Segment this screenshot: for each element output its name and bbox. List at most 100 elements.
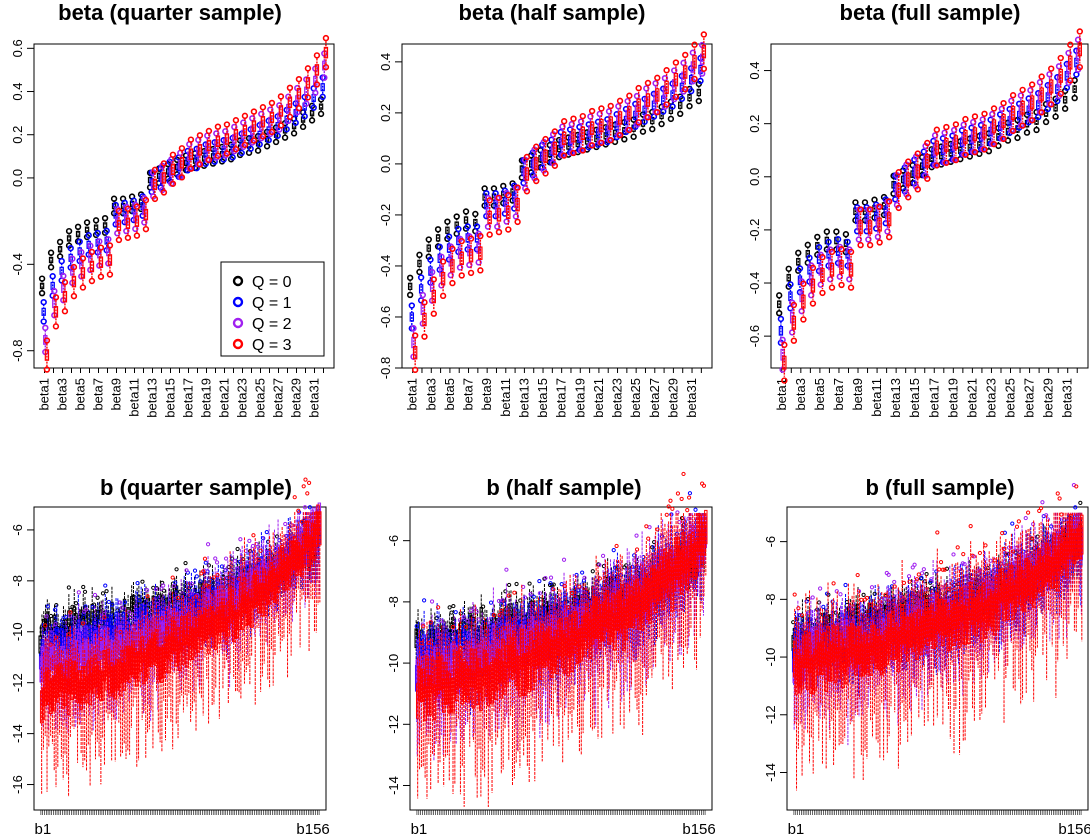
box [161, 644, 166, 679]
box [134, 215, 140, 227]
box [583, 613, 587, 657]
box [466, 668, 470, 703]
box [63, 677, 67, 707]
x-tick-label: beta7 [461, 378, 476, 411]
box [538, 645, 543, 680]
outlier-point [43, 366, 51, 373]
x-tick-label: beta19 [945, 378, 960, 418]
box [653, 569, 658, 614]
box [305, 77, 311, 89]
outlier-point [630, 133, 637, 140]
y-tick-label: -0.2 [747, 219, 762, 241]
box [547, 626, 552, 670]
box [642, 577, 647, 613]
outlier-point [543, 576, 548, 581]
outlier-point [65, 227, 73, 235]
outlier-point [675, 491, 681, 496]
box [663, 548, 667, 589]
box [571, 129, 576, 143]
outlier-point [795, 249, 802, 257]
outlier-point [639, 128, 647, 135]
box [199, 615, 204, 650]
outlier-point [70, 263, 78, 271]
outlier-point [634, 547, 640, 552]
box [224, 616, 229, 645]
outlier-point [1048, 101, 1055, 108]
box [47, 669, 51, 706]
outlier-point [775, 309, 783, 317]
outlier-point [1033, 126, 1040, 134]
outlier-point [215, 573, 220, 578]
box [434, 659, 438, 697]
box [93, 654, 98, 688]
outlier-point [151, 166, 159, 174]
box [791, 315, 797, 330]
box [68, 659, 73, 695]
outlier-point [47, 249, 55, 256]
box [230, 589, 234, 620]
box [601, 601, 606, 641]
box [867, 220, 873, 235]
box [696, 88, 702, 97]
y-tick-label: -6 [763, 536, 778, 548]
panel-title-beta-quarter: beta (quarter sample) [58, 0, 282, 25]
outlier-point [58, 257, 65, 265]
outlier-point [85, 232, 92, 239]
box [487, 210, 492, 225]
outlier-point [616, 131, 624, 139]
outlier-point [846, 276, 853, 283]
outlier-point [236, 576, 242, 581]
box [655, 88, 660, 102]
box [440, 655, 444, 690]
box [423, 685, 427, 722]
box [316, 504, 320, 536]
box [468, 665, 472, 701]
outlier-point [80, 621, 86, 626]
outlier-point [504, 567, 509, 572]
outlier-point [616, 97, 624, 105]
box [192, 617, 196, 649]
box [447, 672, 451, 714]
box [473, 648, 478, 690]
box [624, 598, 628, 641]
box [527, 652, 531, 693]
y-tick-label: -0.6 [378, 306, 393, 328]
outlier-point [299, 123, 307, 131]
outlier-point [981, 146, 988, 153]
box [445, 671, 450, 704]
outlier-point [247, 538, 252, 543]
outlier-point [677, 110, 684, 118]
outlier-point [1052, 113, 1059, 120]
outlier-point [76, 590, 81, 595]
box [255, 574, 259, 606]
box [45, 667, 49, 703]
outlier-point [295, 104, 303, 112]
outlier-point [635, 119, 642, 126]
outlier-point [827, 276, 834, 283]
outlier-point [63, 614, 68, 619]
box [540, 623, 544, 666]
box [307, 534, 311, 572]
outlier-point [235, 546, 240, 552]
outlier-point [48, 613, 54, 619]
x-tick-label: beta11 [127, 378, 142, 417]
panel-title-b-quarter: b (quarter sample) [100, 475, 292, 500]
box [174, 637, 178, 667]
x-tick-label: beta7 [831, 378, 846, 411]
box [414, 628, 418, 649]
y-tick-label: 0.4 [10, 82, 25, 100]
x-tick-label-last: b156 [296, 821, 329, 838]
panel-b-full: -14-12-10-8-6b1 b156 [763, 482, 1090, 838]
box [75, 230, 81, 238]
y-tick-label: -8 [10, 575, 25, 587]
box [481, 668, 485, 702]
box [605, 589, 609, 632]
outlier-point [306, 480, 312, 485]
box [246, 596, 250, 626]
panel-title-b-full: b (full sample) [865, 475, 1014, 500]
outlier-point [304, 65, 312, 72]
box [50, 677, 55, 712]
box [829, 262, 835, 277]
outlier-point [153, 587, 159, 592]
outlier-point [626, 92, 633, 99]
